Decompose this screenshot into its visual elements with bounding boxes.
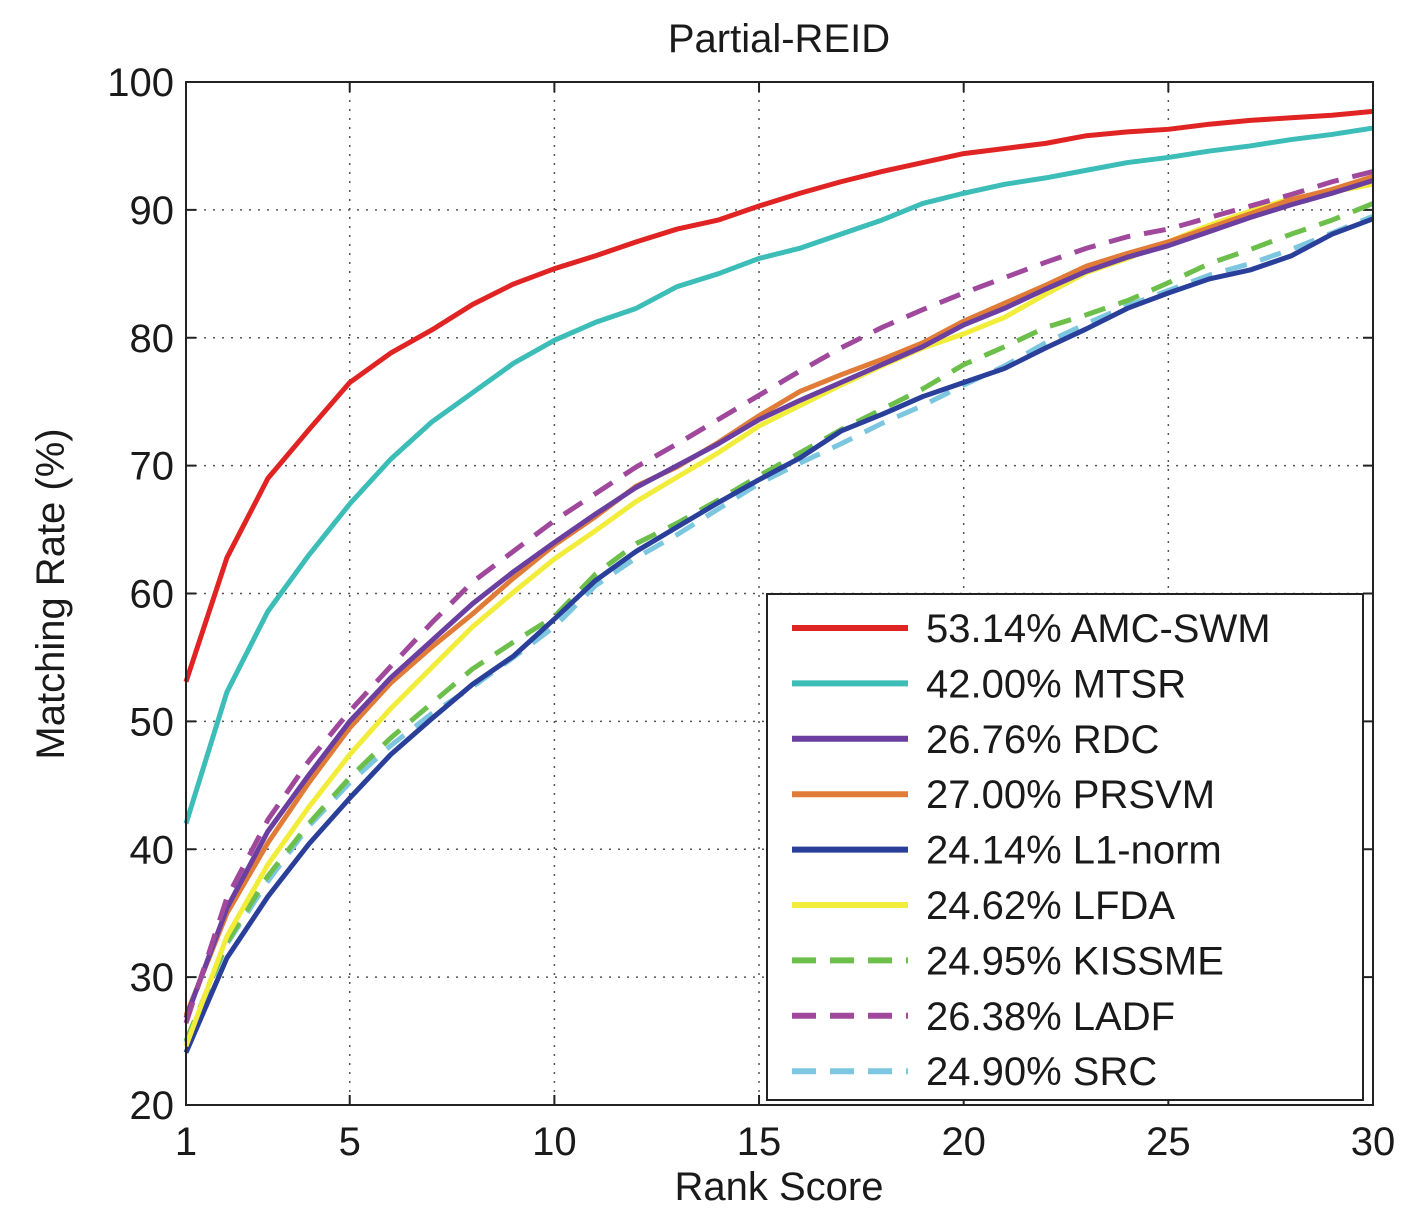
legend-label: 42.00% MTSR <box>926 662 1186 706</box>
legend-label: 26.38% LADF <box>926 995 1175 1039</box>
legend-label: 53.14% AMC-SWM <box>926 607 1271 651</box>
x-tick-label: 10 <box>532 1120 577 1164</box>
legend: 53.14% AMC-SWM 42.00% MTSR 26.76% RDC 27.00… <box>766 593 1364 1101</box>
legend-label: 27.00% PRSVM <box>926 773 1215 817</box>
x-tick-label: 1 <box>175 1120 197 1164</box>
series-line-6 <box>183 201 1374 1043</box>
y-axis-ticks: 20 30 40 50 60 70 80 90 100 <box>107 61 1373 1128</box>
chart-title: Partial-REID <box>668 17 890 61</box>
legend-label: 24.62% LFDA <box>926 884 1175 928</box>
x-tick-label: 20 <box>941 1120 986 1164</box>
legend-label: 26.76% RDC <box>926 718 1159 762</box>
legend-label: 24.90% SRC <box>926 1050 1157 1094</box>
legend-label: 24.95% KISSME <box>926 939 1224 983</box>
series-line-7 <box>183 169 1374 1024</box>
series-line-8 <box>183 213 1374 1044</box>
y-tick-label: 60 <box>130 573 175 617</box>
y-tick-label: 100 <box>107 61 174 105</box>
series-line-0 <box>183 108 1374 683</box>
series-line-3 <box>183 174 1374 1017</box>
x-axis-ticks: 1 5 10 15 20 25 30 <box>175 82 1395 1164</box>
legend-label: 24.14% L1-norm <box>926 829 1222 873</box>
y-tick-label: 30 <box>130 956 175 1000</box>
x-axis-label: Rank Score <box>675 1165 884 1209</box>
series-line-2 <box>183 178 1374 1019</box>
plot-area-frame <box>185 81 1374 1106</box>
y-tick-label: 50 <box>130 700 175 744</box>
x-tick-label: 30 <box>1351 1120 1396 1164</box>
y-tick-label: 40 <box>130 828 175 872</box>
y-tick-label: 70 <box>130 445 175 489</box>
x-tick-label: 15 <box>737 1120 782 1164</box>
x-tick-label: 5 <box>339 1120 361 1164</box>
y-tick-label: 20 <box>130 1084 175 1128</box>
y-tick-label: 80 <box>130 317 175 361</box>
y-tick-label: 90 <box>130 189 175 233</box>
series-lines <box>183 108 1374 1054</box>
y-axis-label: Matching Rate (%) <box>29 428 73 759</box>
x-tick-label: 25 <box>1146 1120 1191 1164</box>
series-line-4 <box>183 216 1374 1054</box>
series-line-1 <box>183 125 1374 825</box>
